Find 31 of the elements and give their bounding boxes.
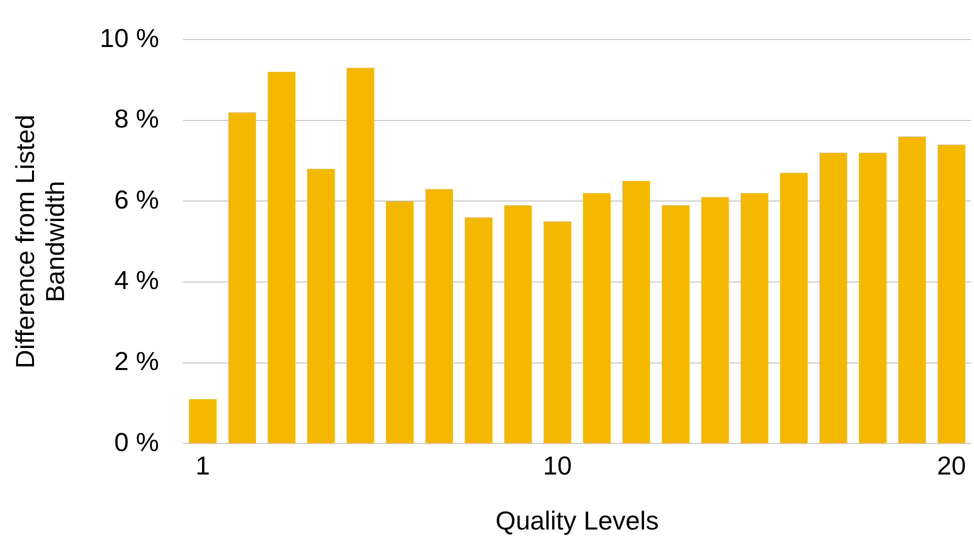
bar (780, 172, 808, 444)
y-axis-title: Difference from Listed Bandwidth (10, 114, 70, 369)
bar (228, 112, 256, 444)
bar (425, 189, 453, 444)
y-tick-label: 4 % (114, 265, 160, 296)
bar (544, 221, 572, 444)
bar (858, 152, 886, 444)
x-tick-label: 20 (937, 450, 966, 480)
y-tick-label: 6 % (114, 184, 160, 214)
bar (386, 201, 414, 444)
bar (464, 217, 492, 444)
bar (898, 136, 926, 444)
bar (346, 68, 374, 444)
x-tick-label: 1 (196, 450, 210, 480)
bar (819, 152, 848, 444)
bar (622, 181, 650, 444)
x-tick-label: 10 (542, 450, 572, 480)
y-tick-label: 8 % (114, 104, 160, 134)
bar (701, 197, 729, 444)
bar (938, 144, 966, 444)
x-axis-title: Quality Levels (495, 506, 659, 536)
bar (662, 205, 690, 444)
bar (504, 205, 532, 444)
bar (740, 193, 768, 444)
bar (188, 399, 217, 444)
y-tick-label: 0 % (114, 426, 160, 457)
y-tick-label: 2 % (114, 346, 160, 376)
y-tick-label: 10 % (100, 22, 160, 53)
bar (307, 168, 335, 444)
bar (583, 193, 611, 444)
bar (268, 72, 296, 444)
